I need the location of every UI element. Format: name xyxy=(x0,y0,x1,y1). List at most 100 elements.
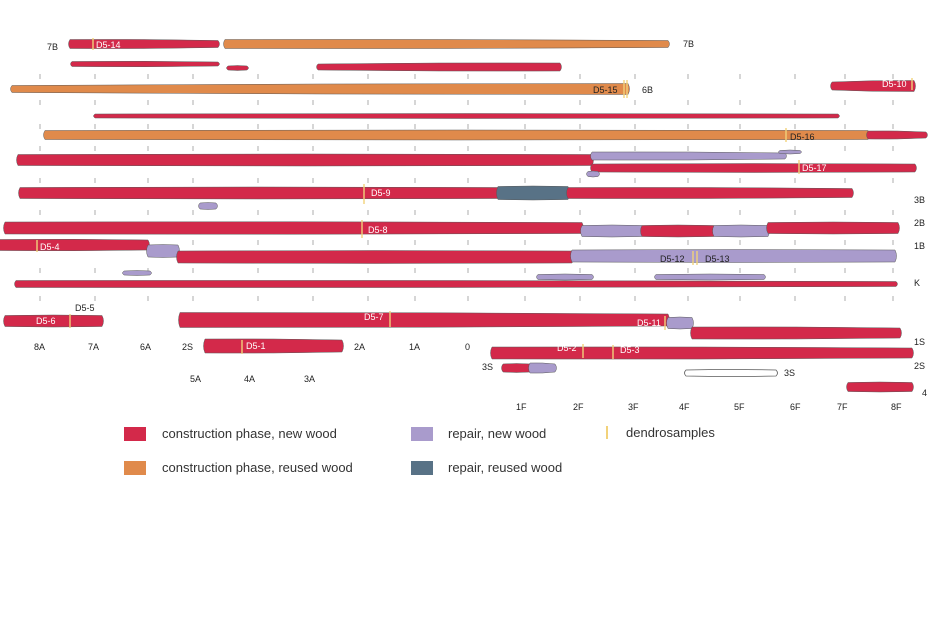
legend-swatch-construction-reused xyxy=(124,461,146,475)
plank-7b-lower-right xyxy=(316,62,562,72)
plank-6b xyxy=(10,83,630,95)
station-label-8a: 8A xyxy=(34,342,45,352)
row-label-3s-right: 3S xyxy=(784,368,795,378)
station-label-8f: 8F xyxy=(891,402,902,412)
plank-3s-repair xyxy=(528,362,557,374)
plank-2b-mid xyxy=(640,224,716,238)
sample-label-d5-8: D5-8 xyxy=(368,225,388,235)
plank-1s-mid xyxy=(178,312,670,328)
sample-label-d5-6: D5-6 xyxy=(36,316,56,326)
plank-keel xyxy=(14,280,898,288)
station-label-4a: 4A xyxy=(244,374,255,384)
plank-4b-right xyxy=(866,130,928,140)
plank-1s-right xyxy=(690,326,902,340)
row-label-2b: 2B xyxy=(914,218,925,228)
plank-repair-dot xyxy=(586,170,600,178)
legend-label-construction-new: construction phase, new wood xyxy=(162,426,337,441)
row-label-k: K xyxy=(914,278,920,288)
plank-3s-left xyxy=(501,363,532,373)
station-label-5a: 5A xyxy=(190,374,201,384)
plank-repair-small-d xyxy=(654,273,766,281)
legend-swatch-repair-new xyxy=(411,427,433,441)
sample-label-d5-2: D5-2 xyxy=(557,343,577,353)
sample-label-d5-5: D5-5 xyxy=(75,303,95,313)
row-label-1s: 1S xyxy=(914,337,925,347)
legend-swatch-construction-new xyxy=(124,427,146,441)
sample-label-d5-14: D5-14 xyxy=(96,40,121,50)
plank-3b-left xyxy=(18,186,500,200)
station-ticks xyxy=(39,74,894,301)
station-label-7f: 7F xyxy=(837,402,848,412)
station-label-4f: 4F xyxy=(679,402,690,412)
plank-3b-right xyxy=(566,187,854,199)
station-label-3a: 3A xyxy=(304,374,315,384)
station-label-2a: 2A xyxy=(354,342,365,352)
plank-3b-repair xyxy=(590,151,787,161)
plank-2s-right xyxy=(490,346,914,360)
plank-5b-thin xyxy=(93,113,840,119)
plank-7b-left xyxy=(68,39,220,49)
plank-1b-repair-b xyxy=(570,249,897,263)
legend-label-repair-new: repair, new wood xyxy=(448,426,546,441)
plank-3b-reused-repair xyxy=(496,185,570,201)
plank-repair-small-a xyxy=(198,202,218,210)
sample-label-d5-15: D5-15 xyxy=(593,85,618,95)
plank-4-right xyxy=(846,381,914,393)
dendro-sample-lines xyxy=(36,38,913,359)
plank-1b-repair-a xyxy=(146,244,180,258)
plank-7b-lower-left xyxy=(70,60,220,68)
plank-1s-repair xyxy=(666,316,694,330)
plank-2b-repair-a xyxy=(580,224,644,238)
row-label-2s: 2S xyxy=(914,361,925,371)
station-label-7a: 7A xyxy=(88,342,99,352)
sample-label-d5-9: D5-9 xyxy=(371,188,391,198)
row-label-3s-left: 3S xyxy=(482,362,493,372)
row-label-7b-right: 7B xyxy=(683,39,694,49)
station-label-0: 0 xyxy=(465,342,470,352)
sample-label-d5-1: D5-1 xyxy=(246,341,266,351)
station-label-6a: 6A xyxy=(140,342,151,352)
plank-7b-right xyxy=(223,39,670,49)
row-label-7b-left: 7B xyxy=(47,42,58,52)
station-label-1a: 1A xyxy=(409,342,420,352)
sample-label-d5-7: D5-7 xyxy=(364,312,384,322)
plank-repair-small-c xyxy=(536,273,594,281)
sample-label-d5-17: D5-17 xyxy=(802,163,827,173)
row-label-3b: 3B xyxy=(914,195,925,205)
plank-2b-right xyxy=(766,221,900,235)
row-label-4: 4 xyxy=(922,388,927,398)
legend-label-construction-reused: construction phase, reused wood xyxy=(162,460,353,475)
legend-swatch-repair-reused xyxy=(411,461,433,475)
plank-1b-mid xyxy=(176,250,574,264)
sample-label-d5-11: D5-11 xyxy=(637,318,661,328)
sample-label-d5-13: D5-13 xyxy=(705,254,730,264)
planks xyxy=(0,39,928,393)
plank-fragment-a xyxy=(226,65,249,71)
station-label-6f: 6F xyxy=(790,402,801,412)
station-label-2f: 2F xyxy=(573,402,584,412)
legend: construction phase, new wood constructio… xyxy=(124,425,715,475)
legend-marker-dendrosamples xyxy=(606,426,608,439)
plank-1b-left xyxy=(0,238,150,252)
plank-1s-left xyxy=(3,314,104,328)
plank-3s-outline xyxy=(684,369,778,377)
row-label-6b: 6B xyxy=(642,85,653,95)
plank-6b-right xyxy=(830,80,916,92)
station-label-5f: 5F xyxy=(734,402,745,412)
row-label-1b: 1B xyxy=(914,241,925,251)
sample-label-d5-16: D5-16 xyxy=(790,132,815,142)
plank-2s-left xyxy=(203,338,344,354)
plank-3b-repair-bit xyxy=(778,149,802,155)
station-label-2s: 2S xyxy=(182,342,193,352)
legend-label-repair-reused: repair, reused wood xyxy=(448,460,562,475)
plank-3b-upper-right xyxy=(590,163,917,173)
station-label-1f: 1F xyxy=(516,402,527,412)
plank-repair-small-b xyxy=(122,270,152,276)
legend-label-dendrosamples: dendrosamples xyxy=(626,425,715,440)
plank-2b-repair-b xyxy=(712,224,770,238)
sample-label-d5-3: D5-3 xyxy=(620,345,640,355)
sample-label-d5-4: D5-4 xyxy=(40,242,60,252)
sample-label-d5-10: D5-10 xyxy=(882,79,907,89)
plank-4b-reused xyxy=(43,129,870,141)
